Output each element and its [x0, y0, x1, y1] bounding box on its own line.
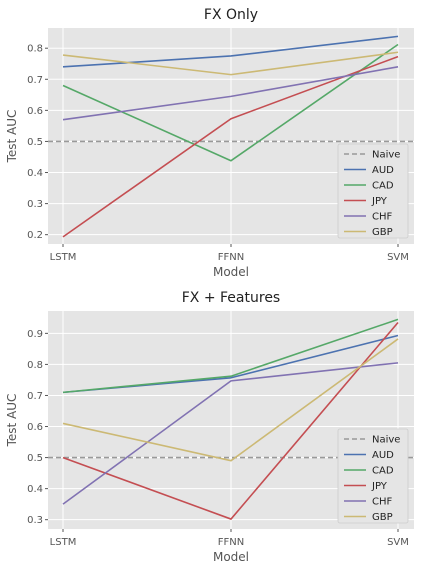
- x-tick-label: LSTM: [50, 252, 77, 263]
- y-axis-label: Test AUC: [5, 110, 19, 164]
- y-tick-label: 0.9: [27, 329, 43, 340]
- chart-panel-1: 0.2 0.3 0.4 0.5 0.6 0.7 0.8 LSTM FFNN SVM Model Tes…: [5, 7, 414, 279]
- legend-label-cad: CAD: [372, 181, 394, 192]
- y-tick-label: 0.6: [27, 106, 43, 117]
- y-tick-label: 0.8: [27, 44, 43, 55]
- legend: Naive AUD CAD JPY CHF GBP: [338, 429, 408, 523]
- legend: Naive AUD CAD JPY CHF GBP: [338, 144, 408, 238]
- y-tick-label: 0.7: [27, 75, 43, 86]
- chart-panel-2: 0.3 0.4 0.5 0.6 0.7 0.8 0.9 LSTM FFNN SVM Model Tes…: [5, 290, 414, 564]
- legend-label-naive: Naive: [372, 435, 400, 446]
- y-tick-label: 0.4: [27, 168, 43, 179]
- y-tick-label: 0.5: [27, 137, 43, 148]
- chart-title: FX Only: [204, 7, 258, 23]
- legend-label-chf: CHF: [372, 497, 393, 508]
- legend-label-cad: CAD: [372, 466, 394, 477]
- x-tick-label: LSTM: [50, 537, 77, 548]
- x-axis-label: Model: [213, 550, 249, 564]
- y-tick-label: 0.2: [27, 230, 43, 241]
- y-axis-label: Test AUC: [5, 394, 19, 448]
- legend-label-jpy: JPY: [371, 196, 388, 207]
- y-tick-label: 0.7: [27, 391, 43, 402]
- y-tick-label: 0.8: [27, 360, 43, 371]
- y-tick-label: 0.6: [27, 422, 43, 433]
- x-axis-label: Model: [213, 265, 249, 279]
- chart-title: FX + Features: [182, 290, 280, 306]
- x-tick-label: FFNN: [218, 252, 244, 263]
- y-tick-label: 0.3: [27, 515, 43, 526]
- y-tick-label: 0.5: [27, 453, 43, 464]
- legend-label-aud: AUD: [372, 450, 394, 461]
- x-tick-label: SVM: [387, 252, 409, 263]
- x-tick-label: FFNN: [218, 537, 244, 548]
- y-tick-label: 0.4: [27, 484, 43, 495]
- y-tick-label: 0.3: [27, 199, 43, 210]
- x-tick-label: SVM: [387, 537, 409, 548]
- legend-label-naive: Naive: [372, 150, 400, 161]
- legend-label-jpy: JPY: [371, 481, 388, 492]
- legend-label-gbp: GBP: [372, 227, 393, 238]
- legend-label-aud: AUD: [372, 165, 394, 176]
- legend-label-chf: CHF: [372, 212, 393, 223]
- legend-label-gbp: GBP: [372, 512, 393, 523]
